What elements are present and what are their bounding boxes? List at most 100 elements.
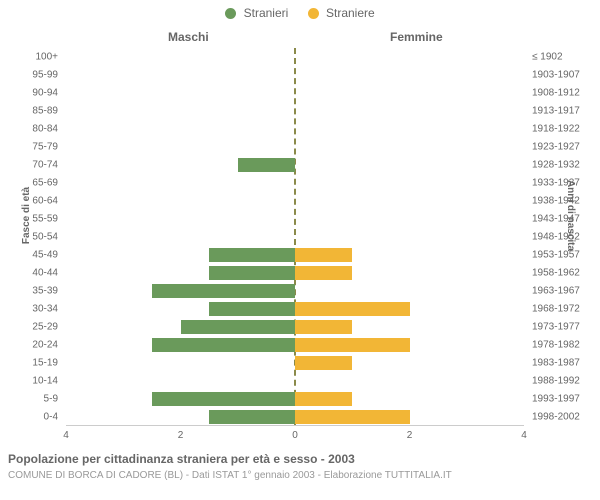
y-tick-left: 60-64 bbox=[32, 196, 58, 207]
y-tick-right: 1963-1967 bbox=[532, 286, 580, 297]
y-tick-left: 15-19 bbox=[32, 358, 58, 369]
bar-row bbox=[66, 248, 524, 262]
y-tick-left: 100+ bbox=[35, 52, 58, 63]
header-female: Femmine bbox=[390, 30, 443, 44]
bar-row bbox=[66, 212, 524, 226]
bar-female bbox=[295, 410, 410, 424]
legend-item-male: Stranieri bbox=[225, 6, 288, 20]
bar-row bbox=[66, 86, 524, 100]
bar-row bbox=[66, 230, 524, 244]
y-tick-left: 65-69 bbox=[32, 178, 58, 189]
bar-male bbox=[152, 284, 295, 298]
bar-male bbox=[209, 410, 295, 424]
bar-row bbox=[66, 338, 524, 352]
bar-male bbox=[209, 248, 295, 262]
bar-row bbox=[66, 266, 524, 280]
y-tick-right: 1933-1937 bbox=[532, 178, 580, 189]
y-tick-left: 85-89 bbox=[32, 106, 58, 117]
chart-title: Popolazione per cittadinanza straniera p… bbox=[8, 452, 355, 466]
bar-female bbox=[295, 356, 352, 370]
y-tick-right: 1988-1992 bbox=[532, 376, 580, 387]
y-tick-left: 35-39 bbox=[32, 286, 58, 297]
y-tick-right: 1983-1987 bbox=[532, 358, 580, 369]
y-tick-left: 30-34 bbox=[32, 304, 58, 315]
bar-row bbox=[66, 50, 524, 64]
y-tick-left: 5-9 bbox=[44, 394, 58, 405]
bar-female bbox=[295, 266, 352, 280]
y-tick-right: 1908-1912 bbox=[532, 88, 580, 99]
y-tick-left: 25-29 bbox=[32, 322, 58, 333]
y-tick-left: 80-84 bbox=[32, 124, 58, 135]
y-tick-left: 0-4 bbox=[44, 412, 58, 423]
bar-male bbox=[209, 266, 295, 280]
x-tick: 2 bbox=[407, 430, 413, 441]
bar-row bbox=[66, 392, 524, 406]
bar-row bbox=[66, 194, 524, 208]
y-tick-right: 1998-2002 bbox=[532, 412, 580, 423]
bar-row bbox=[66, 356, 524, 370]
y-tick-right: 1913-1917 bbox=[532, 106, 580, 117]
bar-male bbox=[152, 392, 295, 406]
x-baseline bbox=[66, 425, 524, 426]
y-tick-right: 1978-1982 bbox=[532, 340, 580, 351]
legend-label-male: Stranieri bbox=[244, 6, 289, 20]
bar-male bbox=[152, 338, 295, 352]
plot-area bbox=[66, 48, 524, 426]
y-tick-left: 40-44 bbox=[32, 268, 58, 279]
legend-swatch-male bbox=[225, 8, 236, 19]
bar-row bbox=[66, 410, 524, 424]
x-tick: 0 bbox=[292, 430, 298, 441]
population-pyramid-chart: Stranieri Straniere Maschi Femmine Fasce… bbox=[0, 0, 600, 500]
y-tick-right: 1928-1932 bbox=[532, 160, 580, 171]
legend-label-female: Straniere bbox=[326, 6, 375, 20]
legend-swatch-female bbox=[308, 8, 319, 19]
bar-female bbox=[295, 392, 352, 406]
y-tick-right: 1923-1927 bbox=[532, 142, 580, 153]
y-tick-right: 1918-1922 bbox=[532, 124, 580, 135]
y-tick-right: 1948-1952 bbox=[532, 232, 580, 243]
y-tick-left: 45-49 bbox=[32, 250, 58, 261]
bar-row bbox=[66, 104, 524, 118]
y-tick-right: 1903-1907 bbox=[532, 70, 580, 81]
bar-row bbox=[66, 374, 524, 388]
y-tick-left: 90-94 bbox=[32, 88, 58, 99]
y-tick-left: 50-54 bbox=[32, 232, 58, 243]
y-tick-right: 1958-1962 bbox=[532, 268, 580, 279]
y-tick-left: 70-74 bbox=[32, 160, 58, 171]
x-tick: 2 bbox=[178, 430, 184, 441]
y-tick-left: 95-99 bbox=[32, 70, 58, 81]
y-tick-right: ≤ 1902 bbox=[532, 52, 563, 63]
chart-subtitle: COMUNE DI BORCA DI CADORE (BL) - Dati IS… bbox=[8, 470, 452, 481]
bar-female bbox=[295, 320, 352, 334]
bar-row bbox=[66, 176, 524, 190]
y-tick-right: 1968-1972 bbox=[532, 304, 580, 315]
bar-row bbox=[66, 68, 524, 82]
legend: Stranieri Straniere bbox=[0, 6, 600, 20]
bar-female bbox=[295, 302, 410, 316]
x-axis: 0 2 2 4 4 bbox=[66, 430, 524, 446]
bar-male bbox=[209, 302, 295, 316]
y-tick-right: 1953-1957 bbox=[532, 250, 580, 261]
legend-item-female: Straniere bbox=[308, 6, 375, 20]
y-tick-left: 75-79 bbox=[32, 142, 58, 153]
x-tick: 4 bbox=[521, 430, 527, 441]
bar-male bbox=[181, 320, 296, 334]
bar-row bbox=[66, 158, 524, 172]
bar-row bbox=[66, 320, 524, 334]
y-tick-left: 20-24 bbox=[32, 340, 58, 351]
y-tick-right: 1943-1947 bbox=[532, 214, 580, 225]
x-tick: 4 bbox=[63, 430, 69, 441]
y-tick-right: 1993-1997 bbox=[532, 394, 580, 405]
y-axis-right: ≤ 1902 1903-1907 1908-1912 1913-1917 1918-19… bbox=[528, 48, 600, 426]
bar-row bbox=[66, 122, 524, 136]
y-tick-left: 10-14 bbox=[32, 376, 58, 387]
bar-row bbox=[66, 140, 524, 154]
bar-female bbox=[295, 248, 352, 262]
y-tick-right: 1938-1942 bbox=[532, 196, 580, 207]
bar-row bbox=[66, 302, 524, 316]
y-tick-left: 55-59 bbox=[32, 214, 58, 225]
y-tick-right: 1973-1977 bbox=[532, 322, 580, 333]
bar-male bbox=[238, 158, 295, 172]
bar-female bbox=[295, 338, 410, 352]
header-male: Maschi bbox=[168, 30, 209, 44]
